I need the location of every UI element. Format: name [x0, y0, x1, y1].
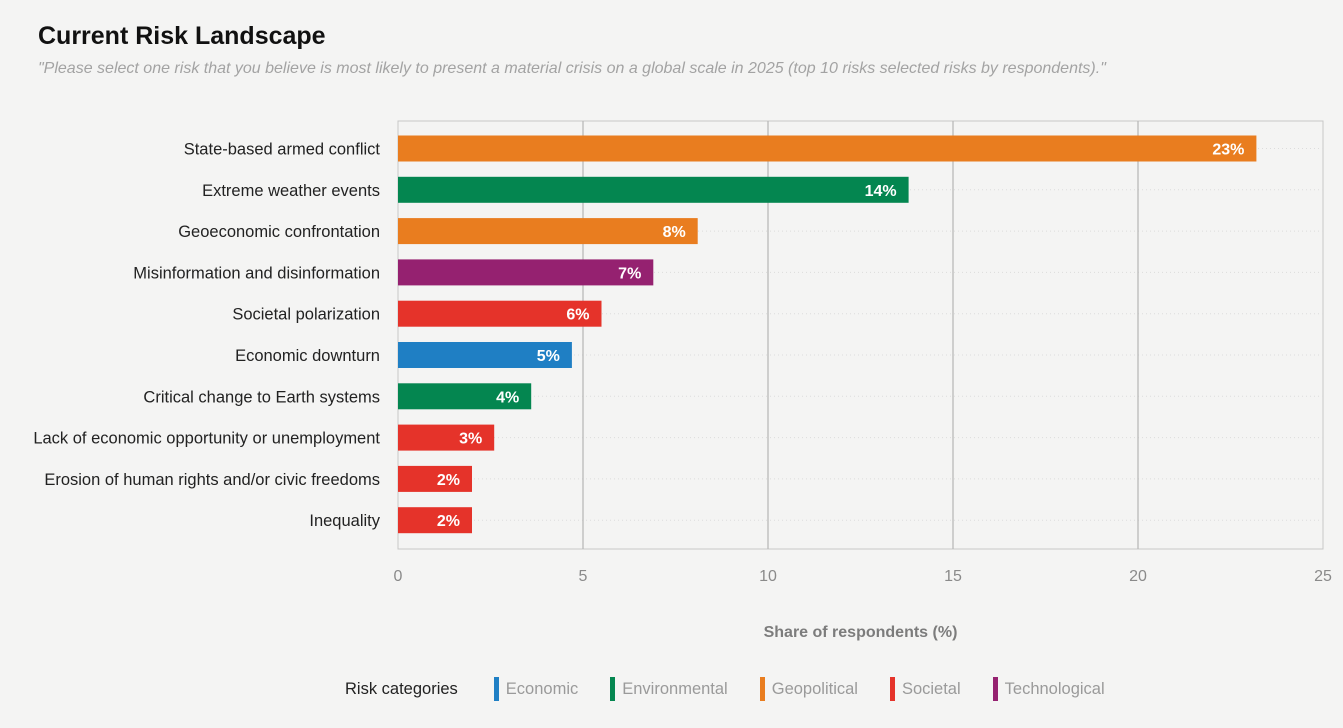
- bar-value-label: 2%: [437, 513, 460, 530]
- legend-item-economic: Economic: [493, 677, 579, 701]
- bar-value-label: 5%: [537, 348, 560, 365]
- bar-critical-change-to-earth-systems: [398, 383, 532, 410]
- bar-value-label: 3%: [459, 431, 482, 448]
- chart-subtitle: "Please select one risk that you believe…: [38, 60, 1106, 77]
- bar-value-label: 23%: [1212, 142, 1244, 159]
- bar-economic-downturn: [398, 342, 572, 368]
- x-tick-label: 25: [1314, 568, 1332, 585]
- chart-title: Current Risk Landscape: [38, 22, 326, 50]
- x-tick-label: 10: [759, 568, 777, 585]
- legend-item-environmental: Environmental: [610, 677, 728, 701]
- bar-value-label: 7%: [618, 265, 641, 282]
- category-label: Societal polarization: [232, 306, 380, 324]
- legend-swatch-economic: [493, 677, 499, 701]
- legend-swatch-environmental: [610, 677, 616, 701]
- category-label: Erosion of human rights and/or civic fre…: [44, 471, 380, 489]
- category-label: Extreme weather events: [202, 182, 380, 200]
- x-tick-label: 0: [394, 568, 403, 585]
- bar-state-based-armed-conflict: [398, 135, 1257, 162]
- bar-lack-of-economic-opportunity-or-unemployment: [398, 424, 495, 451]
- bar-value-label: 6%: [566, 307, 589, 324]
- category-label: Inequality: [309, 512, 380, 530]
- bar-inequality: [398, 507, 472, 534]
- legend-item-technological: Technological: [992, 677, 1105, 701]
- bar-extreme-weather-events: [398, 176, 909, 203]
- x-tick-label: 15: [944, 568, 962, 585]
- bar-geoeconomic-confrontation: [398, 218, 698, 245]
- bar-value-label: 8%: [663, 224, 686, 241]
- x-axis-title: Share of respondents (%): [764, 624, 958, 641]
- legend-swatch-societal: [889, 677, 895, 701]
- legend-item-societal: Societal: [889, 677, 961, 701]
- category-label: State-based armed conflict: [184, 141, 381, 159]
- x-tick-label: 20: [1129, 568, 1147, 585]
- category-label: Misinformation and disinformation: [133, 264, 380, 282]
- bar-societal-polarization: [398, 300, 602, 327]
- category-label: Critical change to Earth systems: [143, 388, 380, 406]
- legend-label-environmental: Environmental: [622, 679, 728, 698]
- legend-item-geopolitical: Geopolitical: [759, 677, 858, 701]
- legend-title: Risk categories: [345, 679, 458, 698]
- category-label: Economic downturn: [235, 347, 380, 365]
- legend-swatch-technological: [992, 677, 998, 701]
- category-label: Geoeconomic confrontation: [178, 223, 380, 241]
- bar-value-label: 4%: [496, 389, 519, 406]
- bar-value-label: 14%: [865, 183, 897, 200]
- x-tick-label: 5: [579, 568, 588, 585]
- legend: Risk categories Economic Environmental G…: [345, 677, 1137, 701]
- legend-label-technological: Technological: [1004, 679, 1105, 698]
- bar-misinformation-and-disinformation: [398, 259, 654, 286]
- legend-label-societal: Societal: [901, 679, 961, 698]
- plot-frame: [397, 120, 1324, 550]
- legend-label-geopolitical: Geopolitical: [771, 679, 858, 698]
- bar-erosion-of-human-rights-and-or-civic-freedoms: [398, 465, 472, 492]
- legend-label-economic: Economic: [505, 679, 579, 698]
- legend-swatch-geopolitical: [759, 677, 765, 701]
- bar-value-label: 2%: [437, 472, 460, 489]
- category-label: Lack of economic opportunity or unemploy…: [33, 430, 380, 448]
